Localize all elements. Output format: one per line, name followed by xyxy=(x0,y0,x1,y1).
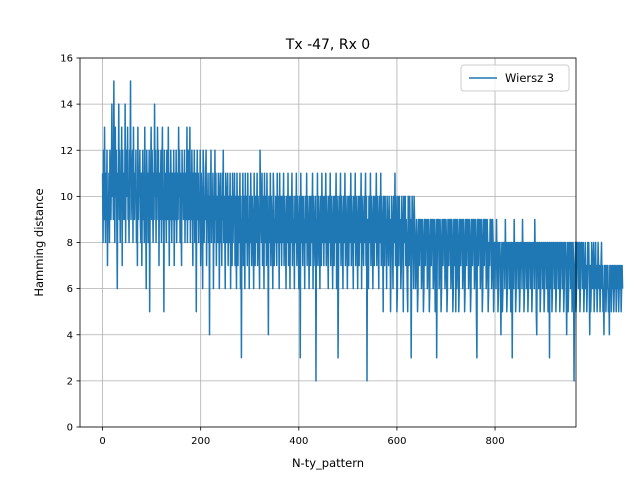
y-tick-label: 2 xyxy=(67,376,73,387)
chart-title: Tx -47, Rx 0 xyxy=(285,37,370,53)
legend: Wiersz 3 xyxy=(460,64,570,92)
series-layer xyxy=(101,80,624,382)
y-tick-label: 6 xyxy=(67,284,73,295)
y-axis-label: Hamming distance xyxy=(32,188,46,296)
x-axis-label: N-ty_pattern xyxy=(292,456,364,470)
x-tick-label: 200 xyxy=(191,436,210,447)
y-tick-label: 4 xyxy=(67,330,73,341)
x-tick-label: 800 xyxy=(486,436,505,447)
y-tick-label: 12 xyxy=(60,146,73,157)
y-tick-label: 0 xyxy=(67,423,73,434)
x-tick-label: 400 xyxy=(289,436,308,447)
x-tick-label: 600 xyxy=(387,436,406,447)
y-tick-label: 16 xyxy=(60,54,73,65)
y-tick-label: 8 xyxy=(67,238,73,249)
x-tick-label: 0 xyxy=(99,436,105,447)
y-axis: 0 2 4 6 8 10 12 14 16 xyxy=(60,54,80,434)
y-tick-label: 10 xyxy=(60,192,73,203)
legend-box xyxy=(460,64,570,92)
x-axis: 0 200 400 600 800 xyxy=(99,427,505,447)
y-tick-label: 14 xyxy=(60,100,73,111)
series-line xyxy=(101,80,624,382)
legend-entry-label: Wiersz 3 xyxy=(505,71,554,85)
